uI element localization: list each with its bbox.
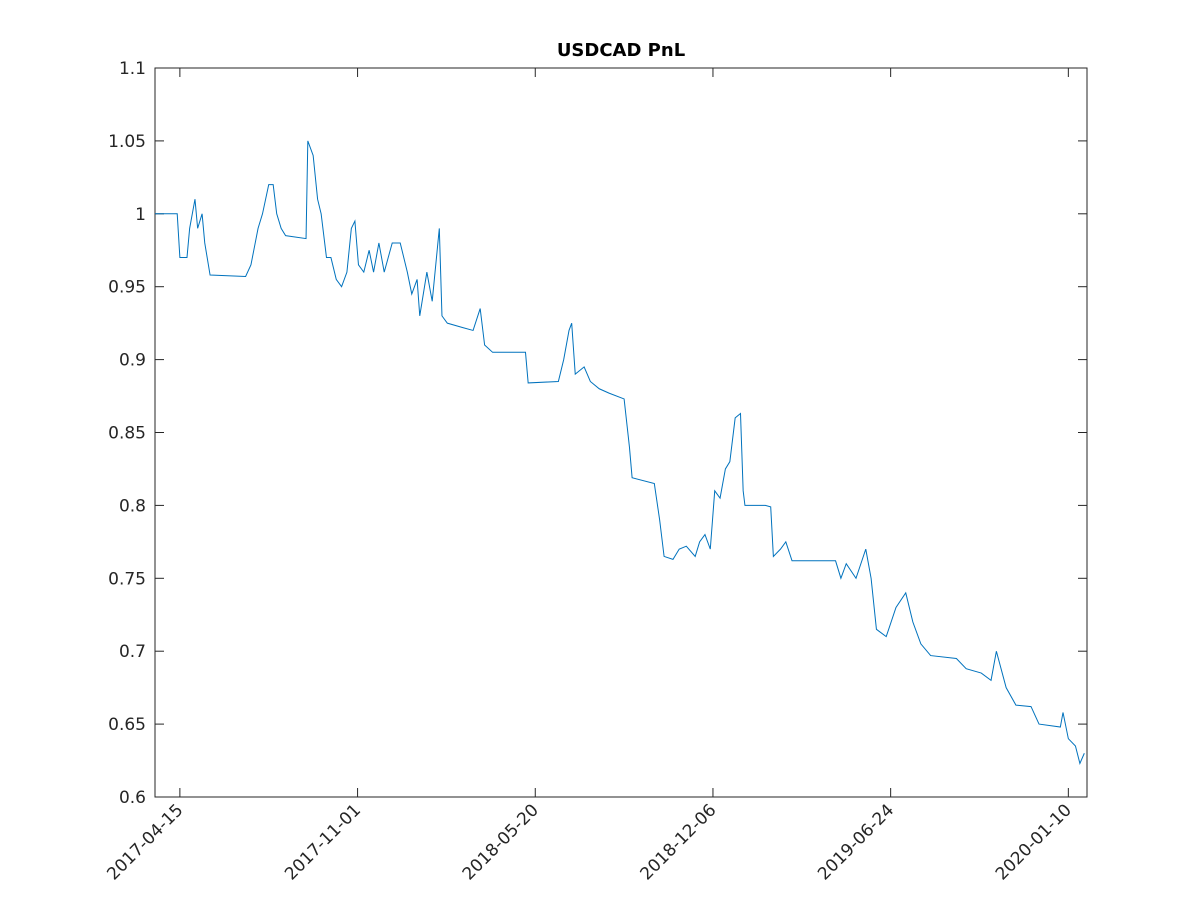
y-tick-label: 1 [135,205,146,225]
y-tick-label: 0.75 [108,569,146,589]
y-tick-label: 1.1 [119,59,146,79]
y-tick-label: 0.95 [108,278,146,298]
y-tick-label: 0.7 [119,642,146,662]
y-tick-label: 1.05 [108,132,146,152]
data-line [155,140,1085,766]
chart-title: USDCAD PnL [557,40,685,61]
y-tick-label: 0.9 [119,351,146,371]
y-tick-label: 0.85 [108,424,146,444]
y-tick-label: 0.6 [119,788,146,808]
y-tick-label: 0.8 [119,496,146,516]
y-tick-label: 0.65 [108,715,146,735]
